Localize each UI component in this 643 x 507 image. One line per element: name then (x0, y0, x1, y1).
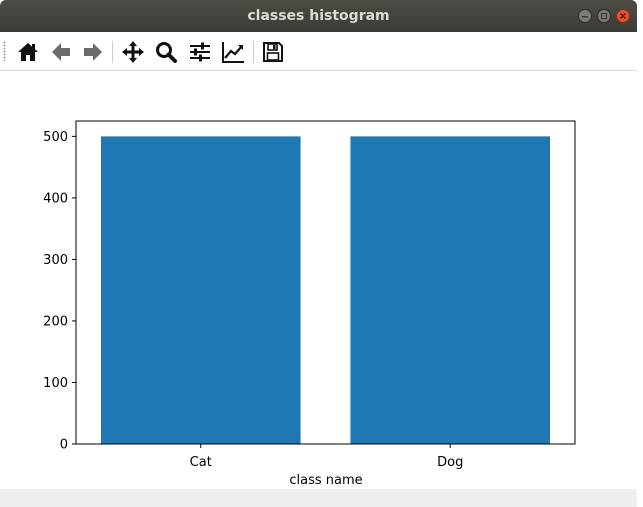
pan-button[interactable] (120, 39, 146, 65)
home-button[interactable] (15, 39, 41, 65)
close-icon (620, 13, 626, 19)
bars-group (100, 136, 551, 444)
status-bar (0, 489, 637, 507)
bar-dog (350, 136, 551, 444)
y-axis: 0 100 200 300 400 500 (43, 130, 76, 453)
y-tick-label: 400 (43, 191, 68, 206)
toolbar-grip[interactable] (3, 41, 6, 61)
minimize-icon (582, 16, 588, 18)
floppy-icon (263, 42, 283, 62)
home-icon (18, 43, 38, 61)
forward-button[interactable] (80, 39, 106, 65)
edit-axis-button[interactable] (220, 39, 246, 65)
move-icon (122, 41, 144, 63)
background-window-edge (637, 0, 643, 507)
figure-canvas[interactable]: 0 100 200 300 400 500 Cat Dog class name (0, 71, 637, 489)
x-axis: Cat Dog (190, 444, 463, 470)
arrow-right-icon (84, 43, 102, 61)
save-button[interactable] (260, 39, 286, 65)
y-tick-label: 100 (43, 376, 68, 391)
maximize-button[interactable] (597, 9, 611, 23)
toolbar-separator (112, 41, 113, 63)
subplots-button[interactable] (187, 39, 213, 65)
x-axis-label: class name (289, 473, 362, 488)
y-tick-label: 200 (43, 314, 68, 329)
y-tick-label: 500 (43, 130, 68, 145)
bar-chart[interactable]: 0 100 200 300 400 500 Cat Dog class name (0, 71, 637, 489)
x-tick-label: Dog (437, 455, 463, 470)
y-tick-label: 0 (60, 438, 68, 453)
arrow-left-icon (52, 43, 70, 61)
minimize-button[interactable] (578, 9, 592, 23)
y-tick-label: 300 (43, 253, 68, 268)
title-bar[interactable]: classes histogram (0, 0, 637, 32)
axes-frame (75, 120, 576, 445)
maximize-icon (600, 12, 608, 20)
window-title: classes histogram (247, 8, 390, 24)
zoom-button[interactable] (153, 39, 179, 65)
magnifier-icon (156, 42, 177, 63)
bar-cat (100, 136, 301, 444)
toolbar-separator (253, 41, 254, 63)
x-tick-label: Cat (190, 455, 212, 470)
back-button[interactable] (48, 39, 74, 65)
navigation-toolbar (0, 32, 637, 71)
sliders-icon (190, 42, 210, 62)
line-chart-icon (222, 42, 244, 63)
close-button[interactable] (616, 9, 630, 23)
